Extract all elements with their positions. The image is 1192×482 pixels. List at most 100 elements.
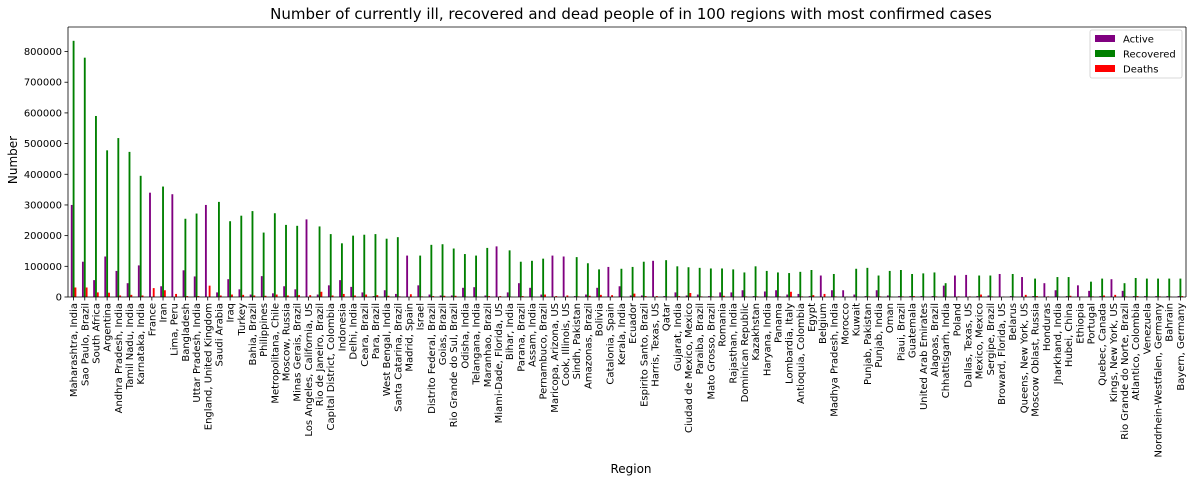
x-tick-label-55: Ciudad de Mexico, Mexico bbox=[684, 303, 695, 433]
y-tick-label-5: 500000 bbox=[24, 139, 62, 150]
x-tick-label-46: Amazonas, Brazil bbox=[583, 303, 594, 389]
x-tick-label-31: Israel bbox=[416, 303, 427, 330]
bar-active-25 bbox=[350, 286, 353, 298]
x-tick-label-33: Goias, Brazil bbox=[438, 303, 449, 365]
bar-active-53 bbox=[663, 296, 666, 297]
x-tick-label-75: Guatemala bbox=[908, 303, 919, 358]
bar-recovered-61 bbox=[754, 266, 757, 297]
bar-active-89 bbox=[1065, 296, 1068, 297]
bar-active-18 bbox=[272, 293, 274, 297]
bar-recovered-76 bbox=[922, 273, 925, 298]
bar-active-17 bbox=[260, 276, 263, 297]
bar-recovered-62 bbox=[765, 270, 768, 297]
x-tick-label-81: Mexico, Mexico bbox=[975, 303, 986, 379]
x-tick-label-13: Saudi Arabia bbox=[214, 303, 225, 366]
x-tick-label-78: Chhattisgarh, India bbox=[941, 303, 952, 398]
bar-active-67 bbox=[819, 275, 822, 297]
bar-recovered-22 bbox=[318, 226, 321, 297]
y-axis-label: Number bbox=[6, 136, 20, 184]
bar-recovered-60 bbox=[743, 272, 746, 297]
x-tick-label-20: Minas Gerais, Brazil bbox=[293, 303, 304, 402]
x-tick-label-84: Belarus bbox=[1008, 303, 1019, 341]
bar-deaths-33 bbox=[443, 295, 446, 297]
bar-deaths-2 bbox=[96, 292, 99, 297]
bar-deaths-28 bbox=[387, 295, 390, 297]
bar-recovered-27 bbox=[374, 234, 377, 297]
bar-recovered-53 bbox=[665, 260, 668, 297]
bar-deaths-10 bbox=[186, 296, 189, 297]
bar-recovered-28 bbox=[385, 238, 388, 297]
bar-recovered-10 bbox=[184, 218, 187, 297]
bar-deaths-13 bbox=[219, 295, 222, 297]
x-tick-label-65: Antioquia, Colombia bbox=[796, 303, 807, 404]
x-axis-ticks: Maharashtra, India Sao Paulo, Brazil South… bbox=[69, 297, 1187, 457]
x-tick-label-45: Sindh, Pakistan bbox=[572, 303, 583, 379]
x-tick-label-88: Jharkhand, India bbox=[1053, 303, 1064, 385]
bar-active-52 bbox=[652, 260, 655, 297]
bar-recovered-71 bbox=[866, 267, 869, 297]
bar-recovered-4 bbox=[117, 138, 120, 297]
legend: Active Recovered Deaths bbox=[1089, 29, 1183, 79]
bar-deaths-51 bbox=[644, 296, 647, 297]
bar-active-22 bbox=[316, 294, 319, 297]
bar-active-96 bbox=[1144, 296, 1146, 297]
y-tick-label-2: 200000 bbox=[24, 231, 62, 242]
bar-active-44 bbox=[562, 256, 565, 297]
bar-deaths-86 bbox=[1036, 296, 1038, 297]
bar-active-90 bbox=[1076, 285, 1079, 297]
bar-recovered-34 bbox=[452, 248, 455, 297]
bar-active-49 bbox=[618, 286, 621, 297]
bar-active-59 bbox=[730, 292, 733, 297]
bar-active-15 bbox=[238, 289, 241, 297]
bar-active-38 bbox=[495, 246, 498, 298]
bar-active-77 bbox=[931, 296, 934, 297]
bar-active-61 bbox=[752, 296, 755, 297]
x-tick-label-99: Bayern, Germany bbox=[1176, 303, 1187, 391]
x-tick-label-12: England, United Kingdom bbox=[203, 303, 214, 430]
bar-active-60 bbox=[741, 290, 744, 297]
bar-active-98 bbox=[1166, 296, 1169, 297]
bar-deaths-50 bbox=[633, 293, 636, 298]
bar-active-36 bbox=[473, 287, 476, 297]
bar-active-58 bbox=[719, 292, 722, 297]
x-tick-label-44: Cook, Illinois, US bbox=[561, 303, 572, 386]
x-tick-label-11: Uttar Pradesh, India bbox=[192, 303, 203, 403]
bar-active-88 bbox=[1054, 290, 1057, 297]
bar-active-9 bbox=[171, 194, 174, 297]
bar-recovered-1 bbox=[83, 57, 86, 298]
y-tick-label-0: 0 bbox=[56, 293, 62, 304]
x-tick-label-35: Odisha, India bbox=[460, 303, 471, 369]
bar-recovered-50 bbox=[631, 266, 634, 297]
bar-recovered-66 bbox=[810, 270, 813, 297]
bar-recovered-89 bbox=[1067, 277, 1070, 297]
bar-deaths-20 bbox=[298, 295, 300, 297]
bar-deaths-3 bbox=[108, 292, 110, 297]
bar-recovered-18 bbox=[273, 213, 276, 297]
bar-active-57 bbox=[708, 296, 710, 297]
x-tick-label-53: Qatar bbox=[662, 302, 673, 331]
bar-recovered-29 bbox=[396, 237, 399, 297]
bar-deaths-81 bbox=[980, 294, 982, 297]
bar-active-2 bbox=[93, 280, 96, 298]
x-tick-label-38: Miami-Dade, Florida, US bbox=[494, 303, 505, 423]
bar-active-83 bbox=[998, 273, 1001, 297]
x-tick-label-4: Andhra Pradesh, India bbox=[114, 303, 125, 413]
bar-active-30 bbox=[406, 255, 409, 297]
bar-active-6 bbox=[137, 265, 140, 297]
x-tick-label-72: Punjab, India bbox=[874, 303, 885, 368]
x-tick-label-25: Delhi, India bbox=[349, 303, 360, 360]
x-tick-label-37: Maranhao, Brazil bbox=[483, 303, 494, 387]
x-tick-label-22: Rio de Janeiro, Brazil bbox=[315, 303, 326, 406]
bar-active-12 bbox=[204, 204, 207, 297]
y-tick-label-1: 100000 bbox=[24, 262, 62, 273]
bar-recovered-95 bbox=[1134, 277, 1137, 297]
bar-active-42 bbox=[540, 294, 543, 297]
x-tick-label-2: South Africa bbox=[91, 303, 102, 364]
bar-recovered-74 bbox=[899, 270, 902, 297]
bar-active-14 bbox=[227, 279, 230, 297]
bar-deaths-18 bbox=[275, 294, 278, 297]
bar-deaths-16 bbox=[253, 295, 256, 297]
x-tick-label-83: Broward, Florida, US bbox=[997, 303, 1008, 405]
x-tick-label-0: Maharashtra, India bbox=[69, 303, 80, 397]
bar-deaths-75 bbox=[913, 296, 915, 297]
